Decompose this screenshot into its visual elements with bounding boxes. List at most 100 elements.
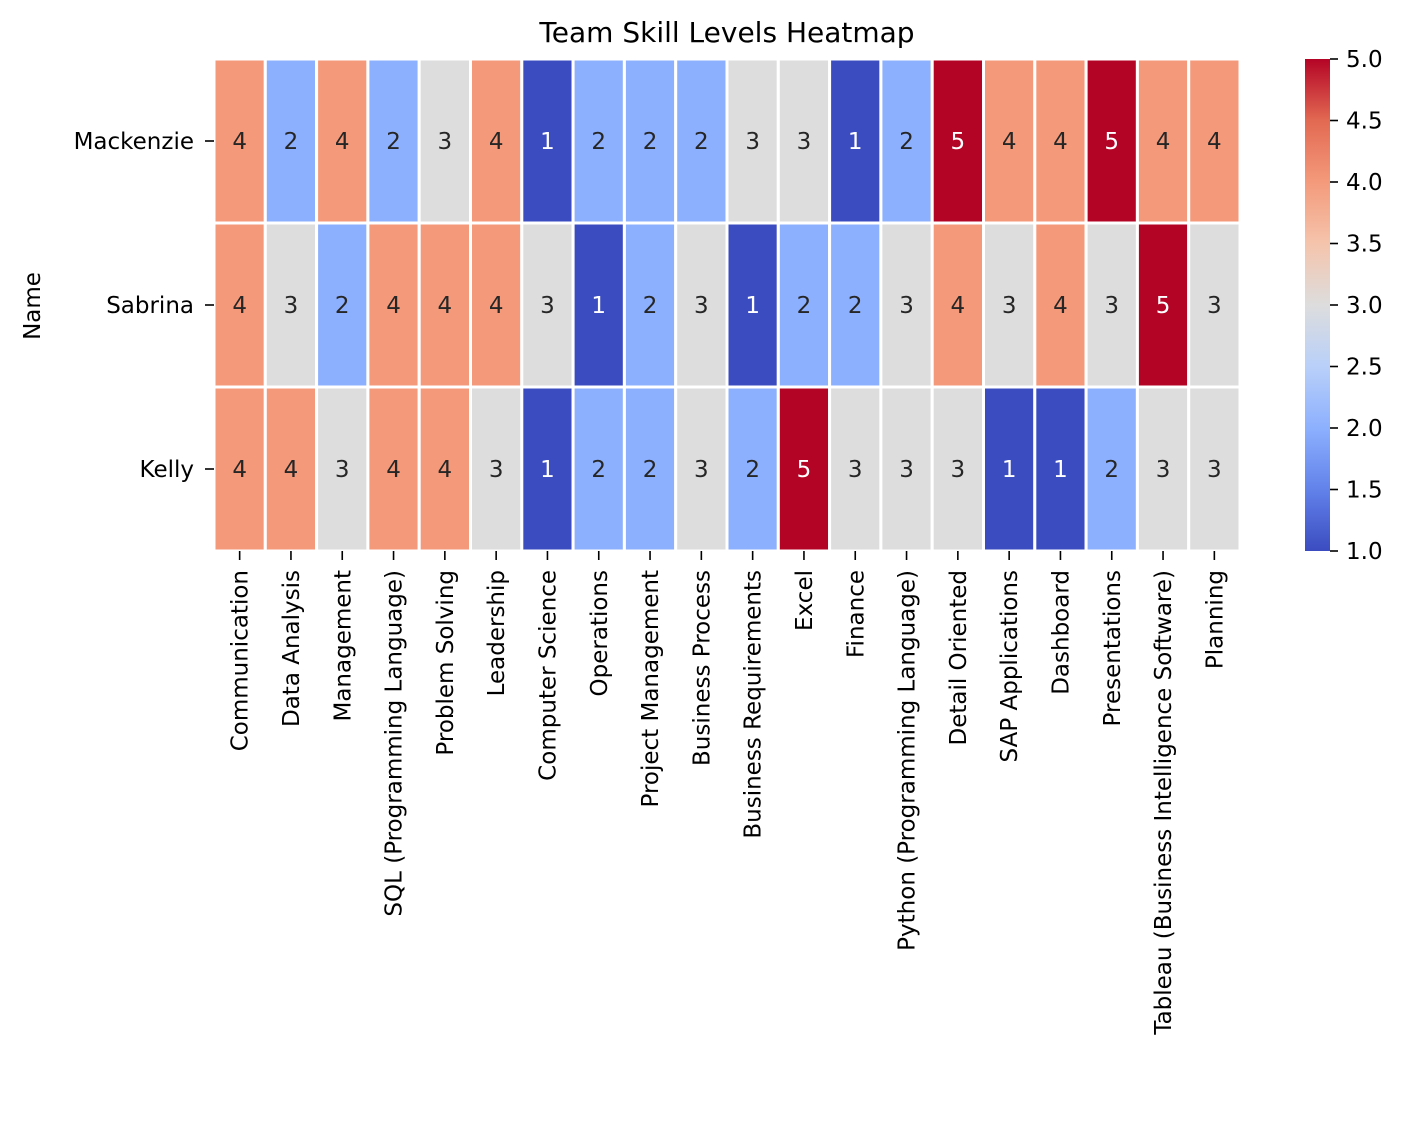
cell-value-label: 2 xyxy=(899,129,914,155)
column-tick-label-sap-applications: SAP Applications xyxy=(997,570,1023,762)
column-tick-label-business-process: Business Process xyxy=(689,570,715,766)
cell-value-label: 4 xyxy=(386,457,401,483)
colorbar-tick-label: 3.0 xyxy=(1346,293,1383,319)
cell-value-label: 3 xyxy=(1207,457,1222,483)
cell-value-label: 2 xyxy=(284,129,299,155)
column-tick-label-python-programming-language: Python (Programming Language) xyxy=(895,570,921,951)
heatmap-cell-kelly-detail-oriented xyxy=(930,385,986,553)
column-tick-labels: Communication Data Analysis Management SQL … xyxy=(228,551,1228,1036)
cell-value-label: 3 xyxy=(745,129,760,155)
cell-value-label: 1 xyxy=(540,457,555,483)
cell-value-label: 2 xyxy=(386,129,401,155)
heatmap-cell-mackenzie-leadership xyxy=(469,57,524,225)
cell-value-label: 3 xyxy=(438,129,453,155)
heatmap-cell-mackenzie-operations xyxy=(571,57,626,225)
heatmap-cell-sabrina-business-requirements xyxy=(725,221,780,389)
cell-value-label: 4 xyxy=(1053,293,1068,319)
chart-title: Team Skill Levels Heatmap xyxy=(538,16,914,49)
colorbar-tick-label: 1.5 xyxy=(1346,478,1383,504)
cell-value-label: 2 xyxy=(335,293,350,319)
cell-value-label: 2 xyxy=(797,293,812,319)
cell-value-label: 2 xyxy=(745,457,760,483)
cell-value-label: 4 xyxy=(438,293,453,319)
row-tick-label-sabrina: Sabrina xyxy=(106,293,194,319)
heatmap-cell-kelly-problem-solving xyxy=(417,385,473,553)
colorbar-gradient xyxy=(1305,59,1330,551)
cell-value-label: 3 xyxy=(1104,293,1119,319)
heatmap-cell-sabrina-dashboard xyxy=(1033,221,1088,389)
cell-value-label: 4 xyxy=(489,293,504,319)
cell-value-label: 3 xyxy=(335,457,350,483)
cell-value-label: 2 xyxy=(694,129,709,155)
cell-value-label: 2 xyxy=(591,457,606,483)
cell-value-label: 5 xyxy=(797,457,812,483)
column-tick-label-dashboard: Dashboard xyxy=(1048,570,1074,695)
cell-value-label: 4 xyxy=(1053,129,1068,155)
heatmap-cell-mackenzie-planning xyxy=(1187,57,1242,225)
cell-value-label: 2 xyxy=(643,457,658,483)
cell-value-label: 1 xyxy=(1002,457,1017,483)
row-tick-label-kelly: Kelly xyxy=(140,457,194,483)
cell-value-label: 4 xyxy=(284,457,299,483)
colorbar: 1.0 1.5 2.0 2.5 3.0 3.5 4.0 4.5 5.0 xyxy=(1305,47,1383,565)
cell-value-label: 3 xyxy=(694,293,709,319)
cell-value-label: 3 xyxy=(489,457,504,483)
cell-value-label: 4 xyxy=(232,293,247,319)
cell-value-label: 1 xyxy=(1053,457,1068,483)
column-tick-label-management: Management xyxy=(330,570,356,722)
colorbar-tick-label: 5.0 xyxy=(1346,47,1383,73)
heatmap-cell-sabrina-data-analysis xyxy=(263,221,319,389)
heatmap-cell-sabrina-project-management xyxy=(622,221,678,389)
column-tick-label-communication: Communication xyxy=(228,570,254,751)
cell-value-label: 4 xyxy=(232,457,247,483)
cell-value-label: 3 xyxy=(899,457,914,483)
heatmap-cell-kelly-tableau-business-intelligence-software xyxy=(1135,385,1191,553)
heatmap-cell-kelly-sap-applications xyxy=(982,385,1037,553)
cell-value-label: 1 xyxy=(848,129,863,155)
cell-value-label: 3 xyxy=(284,293,299,319)
cell-value-label: 4 xyxy=(489,129,504,155)
cell-value-label: 2 xyxy=(643,129,658,155)
heatmap-cell-mackenzie-dashboard xyxy=(1033,57,1088,225)
row-tick-labels: Mackenzie Sabrina Kelly xyxy=(74,129,214,483)
column-tick-label-presentations: Presentations xyxy=(1100,570,1126,726)
colorbar-tick-label: 2.5 xyxy=(1346,355,1383,381)
colorbar-tick-label: 4.5 xyxy=(1346,109,1383,135)
column-tick-label-leadership: Leadership xyxy=(484,570,510,696)
cell-value-label: 5 xyxy=(1156,293,1171,319)
cell-value-label: 3 xyxy=(1207,293,1222,319)
heatmap-cell-kelly-business-process xyxy=(674,385,729,553)
heatmap-cell-sabrina-management xyxy=(315,221,370,389)
heatmap-cell-kelly-operations xyxy=(571,385,626,553)
cell-value-label: 1 xyxy=(745,293,760,319)
cell-value-label: 3 xyxy=(694,457,709,483)
column-tick-label-business-requirements: Business Requirements xyxy=(741,570,767,839)
cell-value-label: 3 xyxy=(1156,457,1171,483)
column-tick-label-planning: Planning xyxy=(1202,570,1228,669)
column-tick-label-tableau-business-intelligence-software: Tableau (Business Intelligence Software) xyxy=(1151,570,1177,1036)
heatmap-cell-kelly-python-programming-language xyxy=(879,385,934,553)
cell-value-label: 4 xyxy=(335,129,350,155)
cell-value-label: 3 xyxy=(1002,293,1017,319)
cell-value-label: 4 xyxy=(951,293,966,319)
cell-value-label: 5 xyxy=(1104,129,1119,155)
column-tick-label-computer-science: Computer Science xyxy=(535,570,561,781)
cell-value-label: 4 xyxy=(438,457,453,483)
colorbar-tick-label: 4.0 xyxy=(1346,170,1383,196)
colorbar-tick-label: 1.0 xyxy=(1346,539,1383,565)
cell-value-label: 2 xyxy=(1104,457,1119,483)
colorbar-tick-label: 3.5 xyxy=(1346,232,1383,258)
cell-value-label: 2 xyxy=(643,293,658,319)
colorbar-tick-label: 2.0 xyxy=(1346,416,1383,442)
row-tick-label-mackenzie: Mackenzie xyxy=(74,129,194,155)
column-tick-label-problem-solving: Problem Solving xyxy=(433,570,459,756)
cell-value-label: 2 xyxy=(591,129,606,155)
column-tick-label-data-analysis: Data Analysis xyxy=(279,570,305,727)
column-tick-label-excel: Excel xyxy=(792,570,818,631)
heatmap-cell-kelly-project-management xyxy=(622,385,678,553)
cell-value-label: 3 xyxy=(797,129,812,155)
heatmap-cell-sabrina-sap-applications xyxy=(982,221,1037,389)
column-tick-label-operations: Operations xyxy=(587,570,613,696)
heatmap-cell-kelly-data-analysis xyxy=(263,385,319,553)
